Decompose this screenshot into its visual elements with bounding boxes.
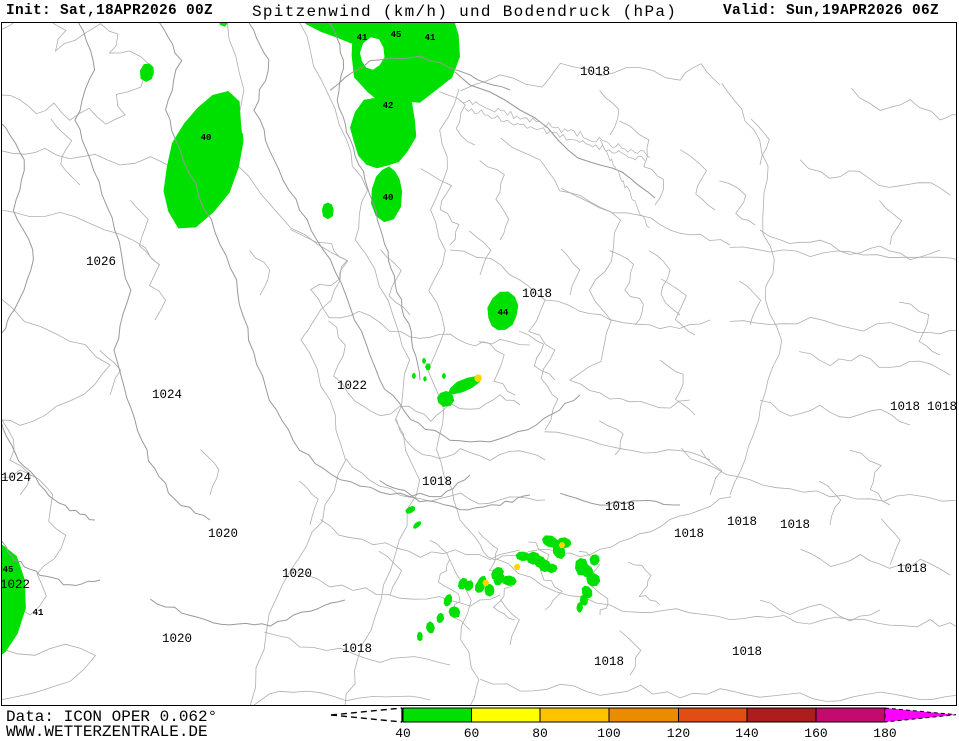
svg-text:80: 80 <box>532 726 548 741</box>
svg-text:40: 40 <box>395 726 411 741</box>
svg-text:100: 100 <box>597 726 620 741</box>
svg-text:60: 60 <box>464 726 480 741</box>
svg-text:160: 160 <box>804 726 827 741</box>
svg-text:140: 140 <box>735 726 758 741</box>
svg-text:180: 180 <box>873 726 896 741</box>
svg-text:120: 120 <box>667 726 690 741</box>
